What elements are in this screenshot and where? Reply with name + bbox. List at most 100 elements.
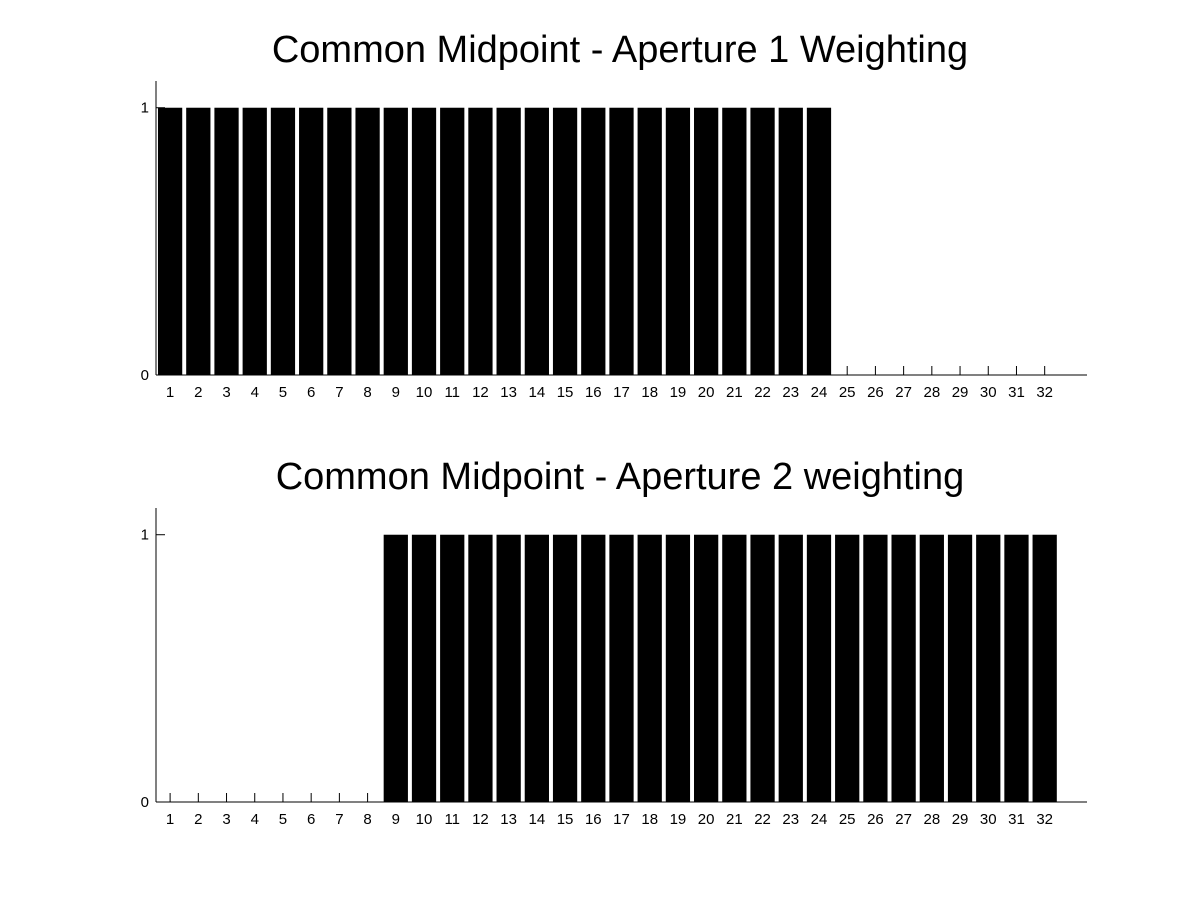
x-tick-label: 28: [923, 811, 940, 828]
x-tick-label: 24: [811, 811, 828, 828]
x-tick-label: 26: [867, 384, 884, 401]
x-tick-label: 17: [613, 811, 630, 828]
bar: [468, 534, 493, 802]
bar: [383, 107, 408, 375]
x-tick-label: 4: [251, 384, 259, 401]
x-tick-label: 8: [363, 384, 371, 401]
bar: [496, 534, 521, 802]
x-tick-label: 19: [670, 384, 687, 401]
bar: [891, 534, 916, 802]
bar: [806, 534, 832, 802]
x-tick-label: 14: [529, 384, 546, 401]
bar: [157, 107, 183, 375]
bar: [750, 534, 775, 802]
x-tick-label: 1: [166, 811, 174, 828]
x-tick-label: 7: [335, 384, 343, 401]
x-tick-label: 27: [895, 384, 912, 401]
x-tick-label: 22: [754, 811, 771, 828]
bar: [694, 534, 719, 802]
y-tick-label: 0: [141, 794, 149, 811]
bar: [186, 107, 211, 375]
x-tick-label: 18: [641, 384, 658, 401]
bar: [242, 107, 267, 375]
bar: [637, 534, 662, 802]
x-tick-label: 16: [585, 384, 602, 401]
bar: [919, 534, 944, 802]
bar: [609, 534, 634, 802]
x-tick-label: 5: [279, 384, 287, 401]
x-tick-label: 7: [335, 811, 343, 828]
x-tick-label: 19: [670, 811, 687, 828]
x-tick-label: 22: [754, 384, 771, 401]
x-tick-label: 27: [895, 811, 912, 828]
x-tick-label: 31: [1008, 811, 1025, 828]
bar: [440, 107, 465, 375]
x-tick-label: 13: [500, 811, 517, 828]
x-tick-label: 3: [222, 811, 230, 828]
bar: [270, 107, 296, 375]
x-tick-label: 23: [782, 384, 799, 401]
bar: [468, 107, 493, 375]
x-tick-label: 25: [839, 811, 856, 828]
x-tick-label: 29: [952, 811, 969, 828]
bar: [806, 107, 832, 375]
y-tick-label: 0: [141, 367, 149, 384]
x-tick-label: 29: [952, 384, 969, 401]
x-tick-label: 32: [1036, 384, 1053, 401]
bar: [440, 534, 465, 802]
aperture-1-chart: Common Midpoint - Aperture 1 Weighting 1…: [141, 29, 1087, 401]
x-tick-label: 4: [251, 811, 259, 828]
bar: [778, 107, 803, 375]
x-tick-label: 11: [444, 384, 460, 401]
bar: [496, 107, 521, 375]
bar: [411, 534, 437, 802]
chart-title: Common Midpoint - Aperture 2 weighting: [276, 456, 965, 498]
bar: [947, 534, 973, 802]
bar: [835, 534, 860, 802]
x-tick-label: 21: [726, 811, 743, 828]
x-tick-label: 13: [500, 384, 517, 401]
chart-title: Common Midpoint - Aperture 1 Weighting: [272, 29, 968, 71]
x-tick-label: 25: [839, 384, 856, 401]
aperture-2-chart: Common Midpoint - Aperture 2 weighting 1…: [141, 456, 1087, 828]
x-tick-label: 9: [392, 384, 400, 401]
bar: [694, 107, 719, 375]
bar: [722, 107, 747, 375]
bar: [355, 107, 380, 375]
x-tick-label: 10: [416, 811, 433, 828]
x-tick-label: 30: [980, 384, 997, 401]
x-tick-label: 8: [363, 811, 371, 828]
x-tick-label: 21: [726, 384, 743, 401]
bar: [552, 534, 578, 802]
x-tick-label: 2: [194, 811, 202, 828]
bar: [637, 107, 662, 375]
bar: [383, 534, 408, 802]
bar: [411, 107, 437, 375]
x-tick-label: 16: [585, 811, 602, 828]
bar: [327, 107, 352, 375]
x-tick-label: 9: [392, 811, 400, 828]
x-tick-label: 6: [307, 384, 315, 401]
bar: [524, 534, 549, 802]
bar: [581, 107, 606, 375]
x-tick-label: 26: [867, 811, 884, 828]
x-tick-label: 20: [698, 384, 715, 401]
bar: [581, 534, 606, 802]
x-tick-label: 17: [613, 384, 630, 401]
bar: [214, 107, 239, 375]
x-tick-label: 11: [444, 811, 460, 828]
bar: [863, 534, 888, 802]
bar: [299, 107, 324, 375]
bar: [1032, 534, 1057, 802]
x-tick-label: 18: [641, 811, 658, 828]
bar: [1004, 534, 1029, 802]
x-tick-label: 12: [472, 811, 489, 828]
y-tick-label: 1: [141, 100, 149, 117]
bar: [665, 534, 691, 802]
bar: [778, 534, 803, 802]
x-tick-label: 23: [782, 811, 799, 828]
x-tick-label: 12: [472, 384, 489, 401]
bar: [976, 534, 1001, 802]
